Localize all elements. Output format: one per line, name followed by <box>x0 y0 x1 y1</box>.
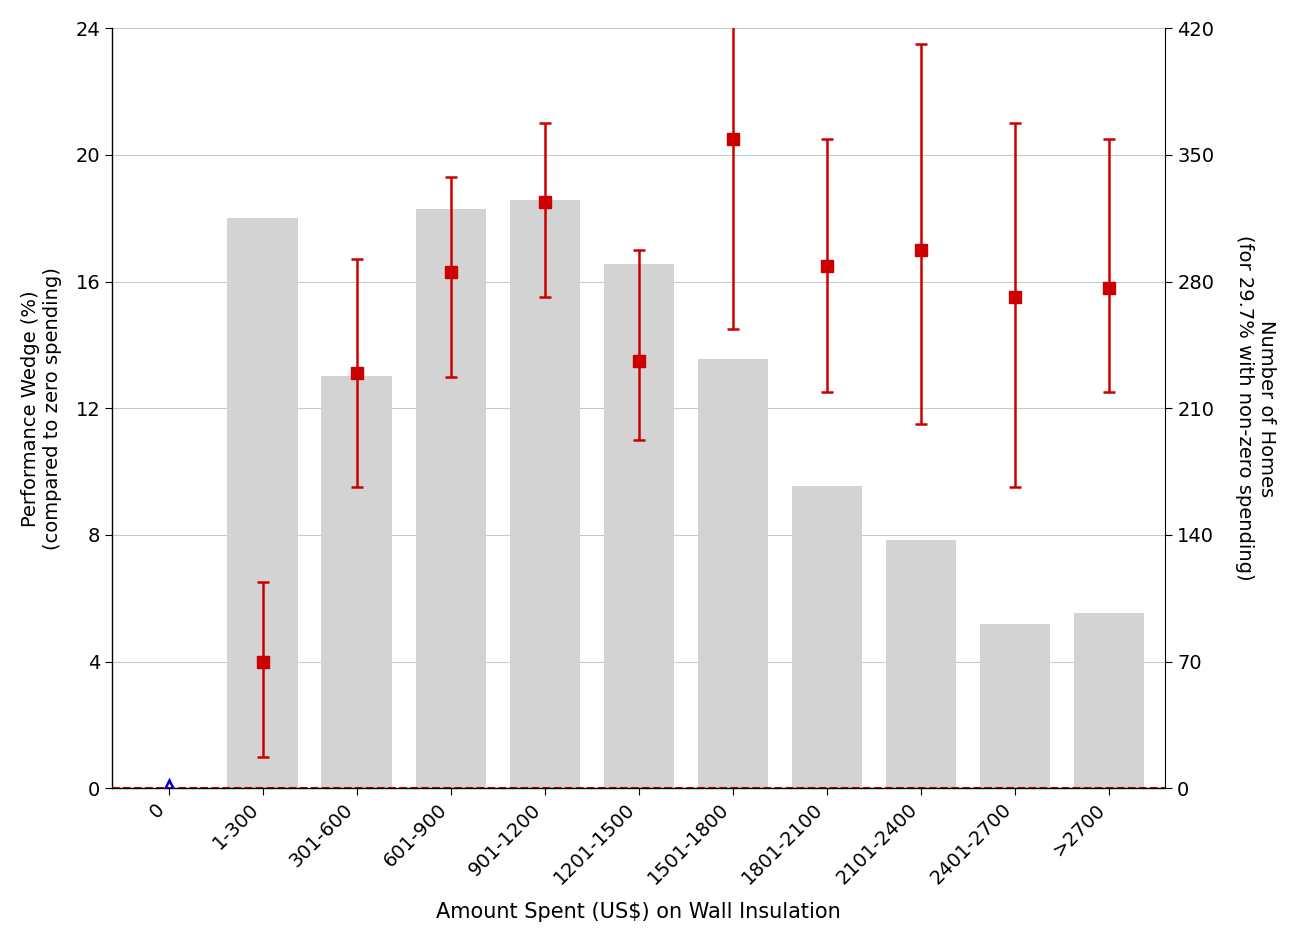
Bar <box>791 486 863 788</box>
X-axis label: Amount Spent (US$) on Wall Insulation: Amount Spent (US$) on Wall Insulation <box>437 902 842 922</box>
Bar <box>698 359 768 788</box>
Bar <box>979 623 1051 788</box>
Y-axis label: Number of Homes
(for 29.7% with non-zero spending): Number of Homes (for 29.7% with non-zero… <box>1235 236 1276 581</box>
Bar <box>510 200 580 788</box>
Y-axis label: Performance Wedge (%)
(compared to zero spending): Performance Wedge (%) (compared to zero … <box>21 267 62 550</box>
Bar <box>415 209 486 788</box>
Bar <box>227 218 298 788</box>
Bar <box>603 263 674 788</box>
Bar <box>322 375 392 788</box>
Bar <box>886 540 956 788</box>
Bar <box>1074 613 1144 788</box>
